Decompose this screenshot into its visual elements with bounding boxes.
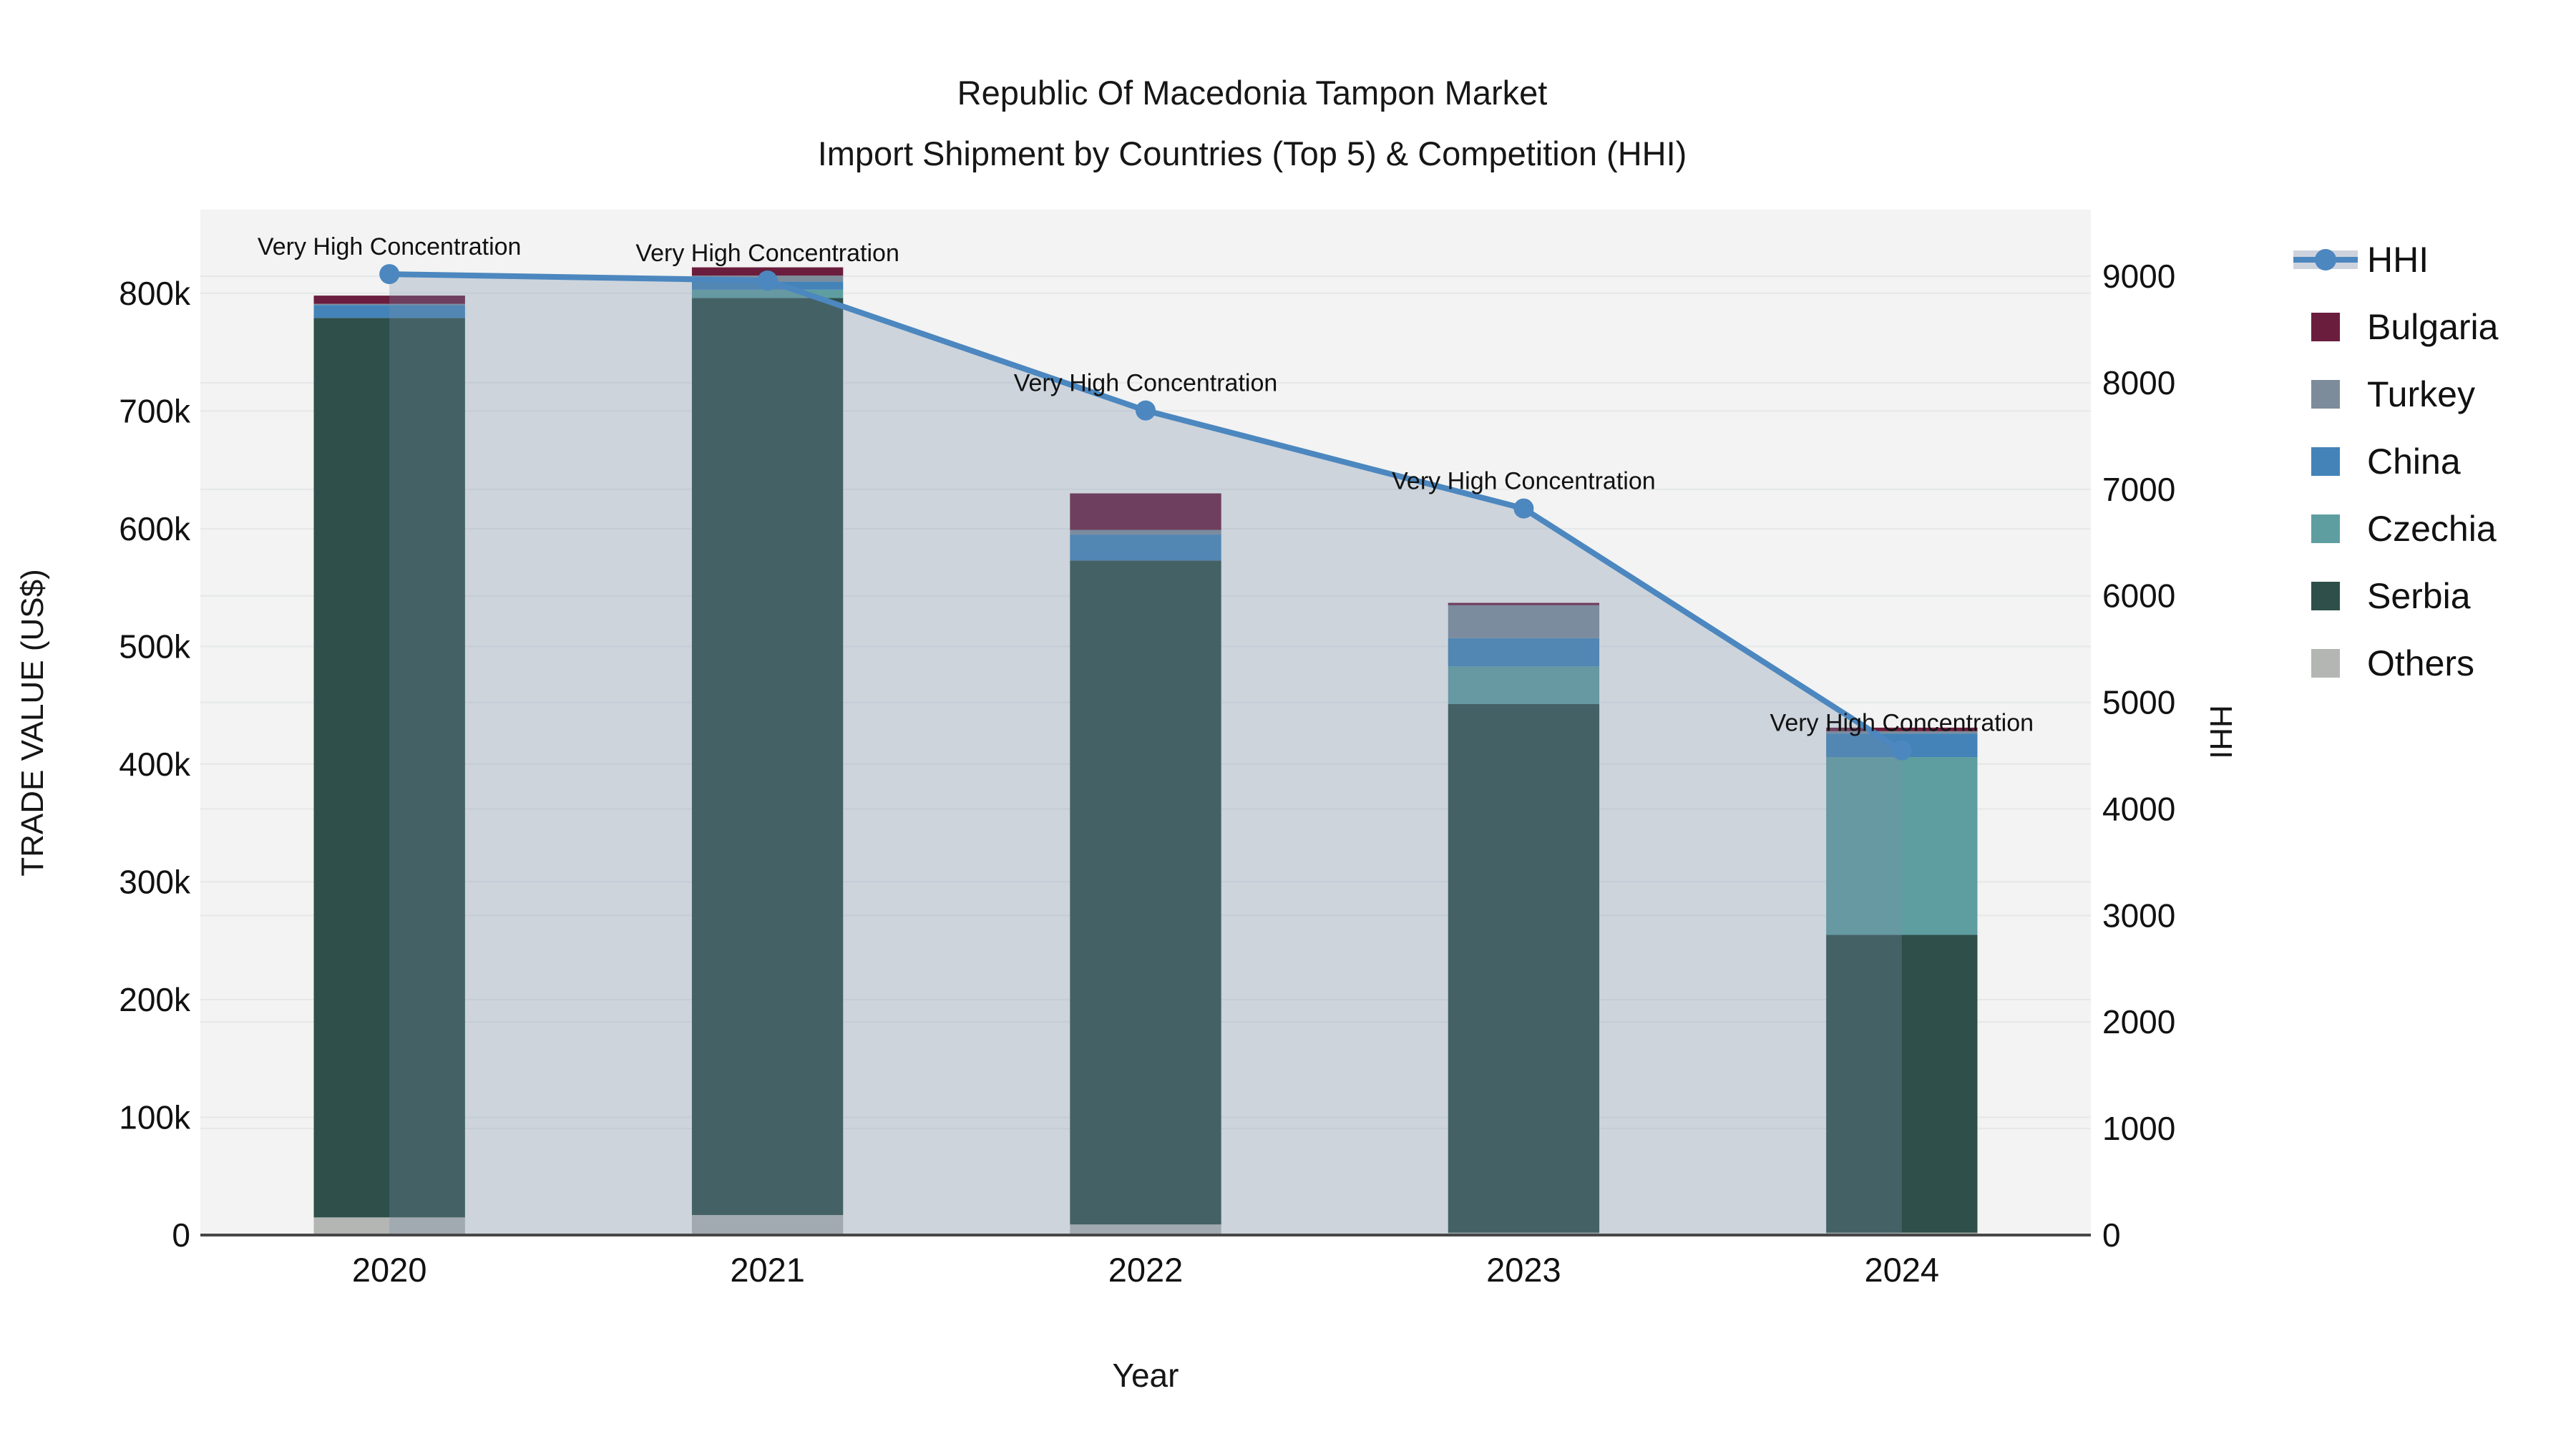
legend-item-china[interactable]: China [2293,428,2498,495]
y-left-tick-label: 400k [119,746,191,783]
y-right-tick-label: 9000 [2102,258,2175,295]
czechia-swatch-cell [2293,514,2358,543]
bar-segment-bulgaria[interactable] [1826,727,1978,731]
bar-segment-serbia[interactable] [313,318,465,1218]
legend-label: Serbia [2367,576,2471,616]
bar-segment-others[interactable] [1070,1224,1221,1235]
bar-segment-china[interactable] [313,305,465,318]
x-tick-label: 2022 [1108,1251,1184,1289]
bar-segment-serbia[interactable] [1826,935,1978,1233]
china-swatch-cell [2293,447,2358,476]
legend-label: Turkey [2367,374,2475,414]
legend-item-czechia[interactable]: Czechia [2293,495,2498,562]
y-right-tick-label: 5000 [2102,684,2175,721]
china-color-swatch [2311,447,2340,476]
bar-segment-turkey[interactable] [1070,530,1221,535]
legend-item-hhi[interactable]: HHI [2293,226,2498,293]
bar-segment-serbia[interactable] [1448,703,1600,1233]
bar-segment-china[interactable] [1448,638,1600,667]
y-right-tick-label: 8000 [2102,364,2175,401]
x-tick-label: 2021 [730,1251,805,1289]
bar-segment-serbia[interactable] [1070,560,1221,1225]
y-axis-right-title: HHI [2203,705,2238,759]
hhi-marker[interactable] [1891,740,1912,761]
y-left-tick-label: 300k [119,863,191,900]
bar-segment-turkey[interactable] [1826,731,1978,734]
y-left-tick-label: 200k [119,981,191,1018]
legend-label: Others [2367,643,2475,683]
y-left-tick-label: 600k [119,510,191,547]
legend-label: HHI [2367,240,2429,280]
y-right-tick-label: 2000 [2102,1003,2175,1040]
bulgaria-color-swatch [2311,313,2340,341]
bar-segment-czechia[interactable] [1448,666,1600,704]
legend-label: Czechia [2367,509,2497,549]
bulgaria-swatch-cell [2293,313,2358,341]
y-right-tick-label: 0 [2102,1216,2121,1254]
hhi-marker[interactable] [1136,400,1156,421]
chart-title-line-1: Republic Of Macedonia Tampon Market [957,74,1548,112]
bar-segment-czechia[interactable] [691,289,844,298]
y-right-tick-label: 7000 [2102,471,2175,508]
others-color-swatch [2311,649,2340,678]
bar-segment-bulgaria[interactable] [1448,602,1600,605]
hhi-marker[interactable] [1513,498,1534,519]
y-left-tick-label: 100k [119,1098,191,1136]
bar-segment-turkey[interactable] [313,303,465,306]
bar-segment-serbia[interactable] [691,298,844,1216]
hhi-marker[interactable] [379,264,400,285]
x-tick-label: 2020 [352,1251,427,1289]
legend-item-others[interactable]: Others [2293,630,2498,697]
serbia-color-swatch [2311,582,2340,610]
hhi-legend-swatch [2293,249,2358,270]
hhi-marker[interactable] [757,270,778,291]
y-right-tick-label: 3000 [2102,897,2175,934]
y-left-tick-label: 800k [119,275,191,312]
legend-item-bulgaria[interactable]: Bulgaria [2293,293,2498,361]
bar-segment-czechia[interactable] [1826,757,1978,935]
legend-item-turkey[interactable]: Turkey [2293,361,2498,428]
annotation-concentration: Very High Concentration [1014,370,1278,397]
annotation-concentration: Very High Concentration [1392,468,1656,495]
serbia-swatch-cell [2293,582,2358,610]
bar-segment-china[interactable] [1070,535,1221,561]
hhi-area-sample [2293,249,2358,270]
bar-segment-others[interactable] [691,1215,844,1235]
annotation-concentration: Very High Concentration [635,240,899,267]
y-right-tick-label: 1000 [2102,1110,2175,1147]
x-tick-label: 2023 [1486,1251,1561,1289]
bar-segment-others[interactable] [313,1217,465,1235]
legend-label: Bulgaria [2367,307,2499,347]
annotation-concentration: Very High Concentration [258,233,522,260]
y-right-tick-label: 6000 [2102,577,2175,615]
bar-segment-turkey[interactable] [1448,605,1600,638]
hhi-marker-icon [2315,249,2336,270]
bar-segment-bulgaria[interactable] [1070,493,1221,530]
chart-title-line-2: Import Shipment by Countries (Top 5) & C… [817,135,1687,172]
legend: HHI Bulgaria Turkey China Czechia [2293,226,2498,697]
x-tick-label: 2024 [1865,1251,1940,1289]
czechia-color-swatch [2311,514,2340,543]
legend-label: China [2367,441,2461,482]
y-axis-left-title: TRADE VALUE (US$) [15,569,50,877]
others-swatch-cell [2293,649,2358,678]
x-axis-title: Year [1112,1357,1179,1394]
y-left-tick-label: 0 [172,1216,190,1254]
y-left-tick-label: 700k [119,392,191,429]
legend-item-serbia[interactable]: Serbia [2293,562,2498,630]
y-right-tick-label: 4000 [2102,790,2175,827]
annotation-concentration: Very High Concentration [1770,710,2034,737]
turkey-color-swatch [2311,380,2340,409]
turkey-swatch-cell [2293,380,2358,409]
bar-segment-bulgaria[interactable] [313,296,465,304]
y-left-tick-label: 500k [119,628,191,665]
